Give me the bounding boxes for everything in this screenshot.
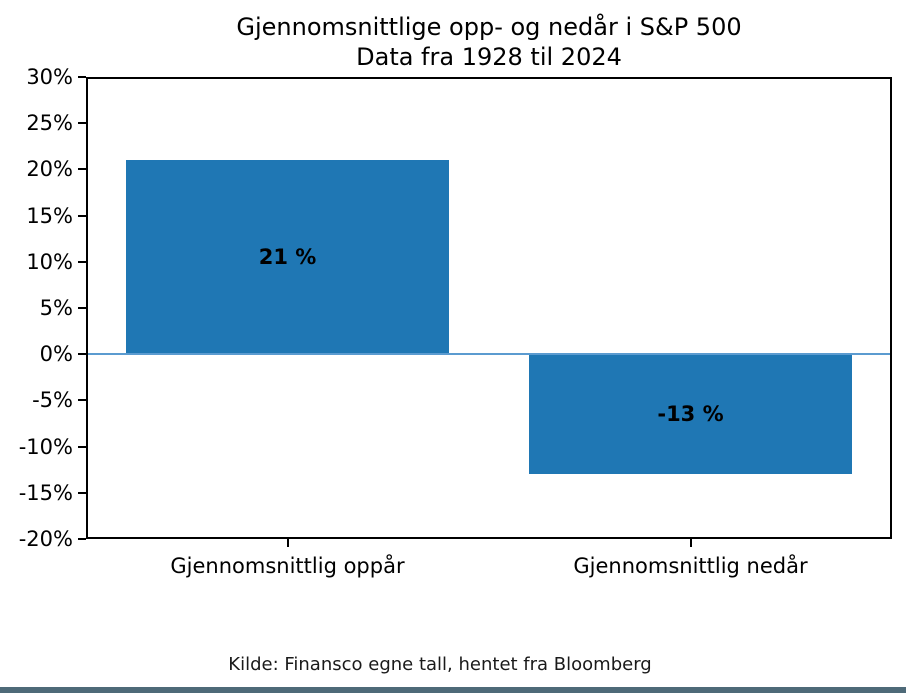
bar-value-label: -13 % [657,402,724,427]
x-tick-mark [689,539,692,547]
y-tick-label: -5% [32,388,73,413]
y-tick-label: -10% [18,434,73,459]
y-tick-label: 20% [26,157,73,182]
y-tick-mark [78,122,86,125]
y-tick-mark [78,76,86,78]
y-tick-label: 15% [26,203,73,228]
y-tick-mark [78,399,86,402]
chart-title: Gjennomsnittlige opp- og nedår i S&P 500… [86,12,892,72]
window-bottom-border [0,687,906,693]
y-tick-mark [78,260,86,263]
y-tick-label: 0% [39,342,73,367]
y-tick-mark [78,168,86,171]
zero-line [86,353,892,356]
y-tick-mark [78,214,86,217]
source-caption: Kilde: Finansco egne tall, hentet fra Bl… [228,654,652,675]
y-tick-mark [78,445,86,448]
x-tick-label: Gjennomsnittlig nedår [573,554,808,578]
y-tick-label: -15% [18,480,73,505]
y-tick-mark [78,491,86,494]
y-tick-label: 5% [39,296,73,320]
y-tick-label: -20% [18,527,73,551]
bar [529,354,852,475]
y-tick-mark [78,538,86,540]
chart-title-line2: Data fra 1928 til 2024 [356,43,622,71]
y-tick-label: 25% [26,111,73,136]
bar [126,160,449,355]
chart-title-line1: Gjennomsnittlige opp- og nedår i S&P 500 [236,13,742,41]
bar-value-label: 21 % [258,245,317,270]
y-tick-label: 10% [26,249,73,274]
y-tick-mark [78,353,86,356]
x-tick-label: Gjennomsnittlig oppår [170,554,405,578]
x-tick-mark [286,539,289,547]
y-tick-mark [78,307,86,309]
y-tick-label: 30% [26,65,73,89]
plot-area: 21 % -13 % [86,77,892,539]
